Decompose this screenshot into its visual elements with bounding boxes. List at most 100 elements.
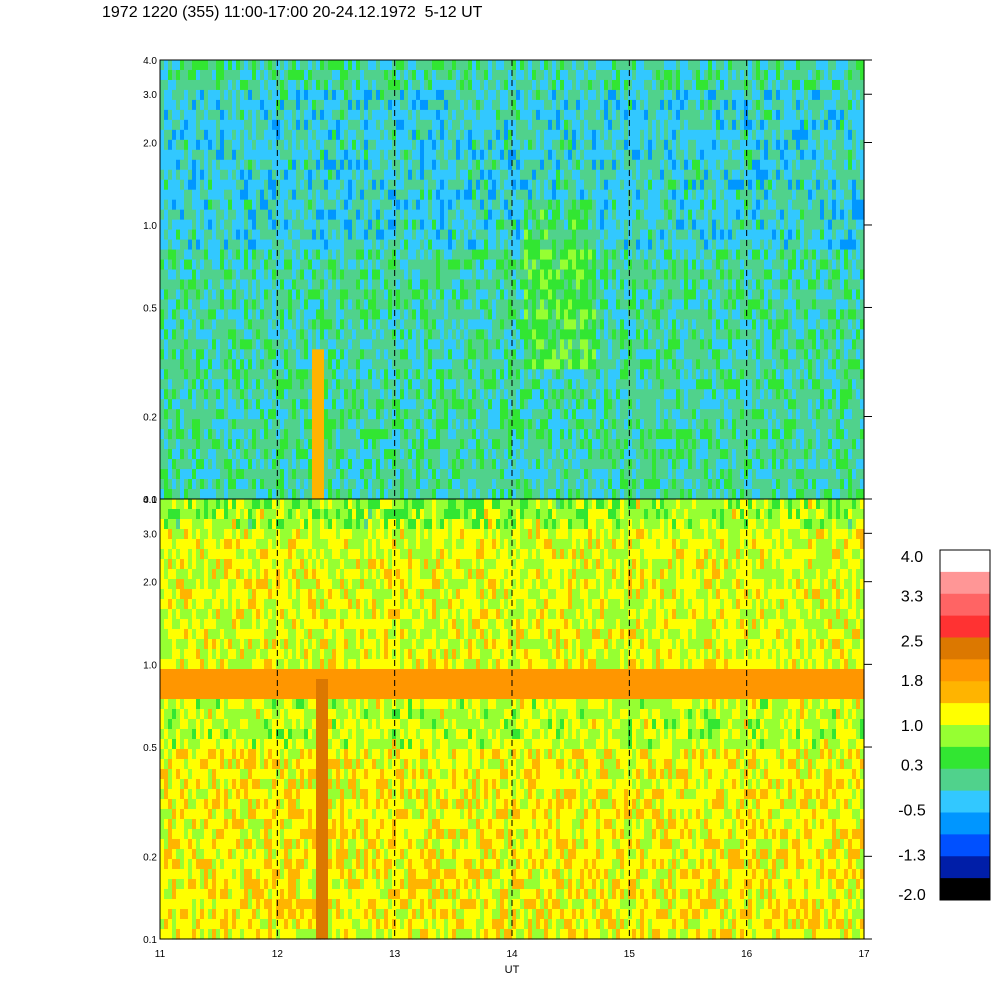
- heatmap-cell: [244, 99, 249, 111]
- heatmap-cell: [532, 309, 537, 321]
- heatmap-cell: [536, 379, 541, 390]
- heatmap-cell: [580, 479, 585, 490]
- heatmap-cell: [488, 60, 493, 71]
- heatmap-cell: [564, 389, 569, 400]
- heatmap-cell: [548, 469, 553, 480]
- heatmap-cell: [376, 419, 381, 430]
- heatmap-cell: [260, 199, 265, 211]
- heatmap-cell: [288, 289, 293, 301]
- heatmap-cell: [412, 179, 417, 191]
- heatmap-cell: [180, 79, 185, 91]
- heatmap-cell: [592, 109, 597, 121]
- heatmap-cell: [472, 329, 477, 340]
- heatmap-cell: [356, 309, 361, 321]
- heatmap-cell: [236, 169, 241, 181]
- heatmap-cell: [520, 179, 525, 191]
- heatmap-cell: [228, 419, 233, 430]
- heatmap-cell: [460, 159, 465, 171]
- heatmap-cell: [544, 359, 549, 370]
- heatmap-cell: [584, 479, 589, 490]
- heatmap-cell: [188, 129, 193, 141]
- heatmap-cell: [296, 439, 301, 450]
- heatmap-cell: [408, 279, 413, 291]
- heatmap-cell: [400, 439, 405, 450]
- heatmap-cell: [260, 169, 265, 181]
- heatmap-cell: [212, 149, 217, 161]
- heatmap-cell: [292, 449, 297, 460]
- heatmap-cell: [452, 129, 457, 141]
- heatmap-cell: [228, 429, 233, 440]
- heatmap-cell: [544, 189, 549, 201]
- heatmap-cell: [216, 159, 221, 171]
- heatmap-cell: [388, 139, 393, 151]
- heatmap-cell: [384, 459, 389, 470]
- heatmap-cell: [292, 239, 297, 251]
- heatmap-cell: [600, 60, 605, 71]
- heatmap-cell: [496, 119, 501, 131]
- heatmap-cell: [404, 489, 409, 500]
- heatmap-cell: [584, 289, 589, 301]
- heatmap-cell: [408, 79, 413, 91]
- heatmap-cell: [588, 429, 593, 440]
- heatmap-cell: [380, 249, 385, 261]
- heatmap-cell: [208, 379, 213, 390]
- heatmap-cell: [468, 329, 473, 340]
- heatmap-cell: [168, 309, 173, 321]
- heatmap-cell: [432, 319, 437, 330]
- heatmap-cell: [364, 429, 369, 440]
- heatmap-cell: [588, 209, 593, 221]
- heatmap-cell: [184, 479, 189, 490]
- heatmap-cell: [464, 69, 469, 81]
- heatmap-cell: [416, 319, 421, 330]
- heatmap-cell: [468, 399, 473, 410]
- heatmap-cell: [524, 459, 529, 470]
- heatmap-cell: [212, 279, 217, 291]
- heatmap-cell: [372, 269, 377, 281]
- heatmap-cell: [352, 99, 357, 111]
- heatmap-cell: [524, 389, 529, 400]
- heatmap-cell: [356, 129, 361, 141]
- heatmap-cell: [336, 309, 341, 321]
- heatmap-cell: [372, 60, 377, 71]
- heatmap-cell: [344, 89, 349, 101]
- heatmap-cell: [160, 139, 165, 151]
- heatmap-cell: [512, 359, 517, 370]
- heatmap-cell: [328, 249, 333, 261]
- heatmap-cell: [596, 79, 601, 91]
- heatmap-cell: [468, 99, 473, 111]
- heatmap-cell: [484, 60, 489, 71]
- heatmap-cell: [236, 319, 241, 330]
- heatmap-cell: [340, 459, 345, 470]
- heatmap-cell: [568, 309, 573, 321]
- heatmap-cell: [484, 249, 489, 261]
- heatmap-cell: [232, 249, 237, 261]
- heatmap-cell: [404, 179, 409, 191]
- heatmap-cell: [592, 259, 597, 271]
- heatmap-cell: [240, 129, 245, 141]
- heatmap-cell: [408, 409, 413, 420]
- heatmap-cell: [284, 339, 289, 350]
- heatmap-cell: [324, 259, 329, 271]
- heatmap-cell: [544, 419, 549, 430]
- heatmap-cell: [348, 489, 353, 500]
- heatmap-cell: [608, 369, 613, 380]
- heatmap-cell: [380, 399, 385, 410]
- heatmap-cell: [592, 429, 597, 440]
- heatmap-cell: [552, 129, 557, 141]
- heatmap-cell: [420, 249, 425, 261]
- heatmap-cell: [164, 379, 169, 390]
- heatmap-cell: [568, 469, 573, 480]
- heatmap-cell: [436, 169, 441, 181]
- heatmap-cell: [260, 359, 265, 370]
- heatmap-cell: [292, 259, 297, 271]
- heatmap-cell: [504, 119, 509, 131]
- heatmap-cell: [492, 159, 497, 171]
- heatmap-cell: [172, 259, 177, 271]
- heatmap-cell: [448, 89, 453, 101]
- heatmap-cell: [292, 60, 297, 71]
- heatmap-cell: [476, 139, 481, 151]
- heatmap-cell: [284, 459, 289, 470]
- heatmap-cell: [368, 369, 373, 380]
- heatmap-cell: [224, 439, 229, 450]
- heatmap-cell: [552, 60, 557, 71]
